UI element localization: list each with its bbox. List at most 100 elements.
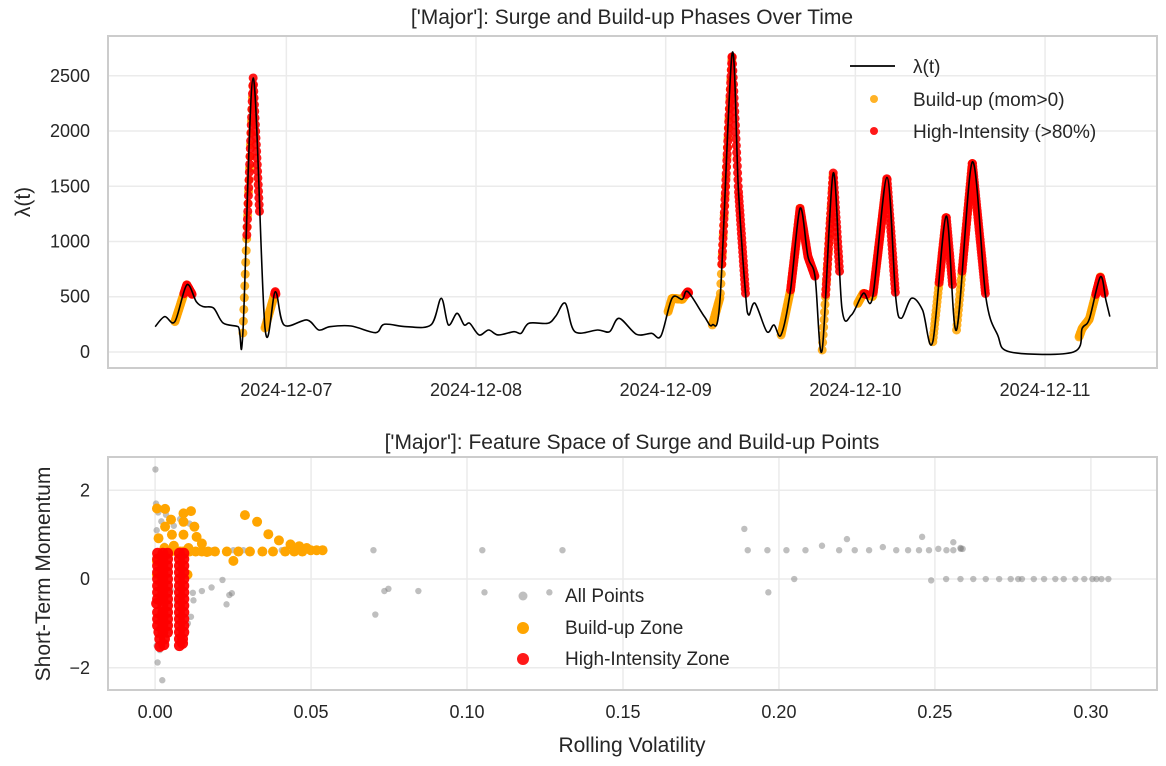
x-tick-label: 0.00 (138, 702, 173, 722)
y-tick-label: 500 (60, 287, 90, 307)
all-point (228, 590, 236, 597)
all-point (879, 543, 887, 551)
all-point (154, 659, 161, 666)
all-point (481, 589, 488, 596)
high-intensity-zone-point (158, 639, 170, 651)
all-point (741, 525, 748, 533)
buildup-zone-point (294, 541, 305, 552)
buildup-zone-point (166, 529, 177, 540)
legend-label-buildup: Build-up (mom>0) (913, 90, 1065, 111)
all-point (765, 589, 772, 596)
all-point (1007, 575, 1014, 583)
buildup-zone-point (196, 538, 207, 549)
top-plot-area (154, 51, 1111, 356)
all-point (1093, 575, 1100, 583)
legend-buildup-swatch (870, 95, 878, 103)
y-tick-label: 2500 (50, 66, 90, 86)
buildup-zone-point (273, 535, 284, 546)
high-intensity-point (243, 206, 253, 216)
all-point (835, 547, 843, 554)
buildup-zone-point (268, 546, 279, 557)
all-point (1052, 575, 1059, 583)
x-tick-label: 0.20 (761, 702, 796, 722)
buildup-zone-point (160, 521, 171, 532)
all-point (957, 575, 964, 583)
x-tick-label: 0.15 (605, 702, 640, 722)
buildup-zone-point (221, 546, 232, 557)
all-point (865, 547, 873, 554)
high-intensity-point (729, 93, 739, 103)
high-intensity-point (243, 191, 253, 201)
all-point (935, 545, 942, 553)
buildup-zone-point (153, 533, 164, 544)
y-tick-label: 1500 (50, 176, 90, 196)
all-point (152, 466, 159, 473)
all-point (370, 547, 377, 554)
high-intensity-point (730, 107, 740, 117)
all-point (219, 576, 226, 584)
high-intensity-point (730, 113, 740, 123)
high-intensity-point (252, 160, 262, 170)
all-point (893, 547, 900, 554)
buildup-zone-point (257, 546, 268, 557)
x-tick-label: 0.30 (1073, 702, 1108, 722)
all-point (843, 535, 851, 543)
buildup-zone-point (252, 516, 263, 527)
all-point (223, 601, 230, 608)
all-point (950, 547, 957, 554)
buildup-zone-point (233, 546, 244, 557)
top-y-axis-label: λ(t) (12, 187, 35, 217)
bottom-gridlines (108, 457, 1157, 690)
buildup-zone-point (151, 503, 162, 514)
all-point (995, 575, 1003, 583)
all-point (1072, 575, 1079, 583)
y-tick-label: 2 (80, 480, 90, 500)
bottom-x-axis-label: Rolling Volatility (558, 734, 706, 757)
buildup-zone-point (285, 539, 296, 550)
legend-all-points-swatch (518, 591, 528, 601)
all-point (791, 575, 798, 583)
x-tick-label: 2024-12-11 (1000, 380, 1091, 400)
high-intensity-point (250, 106, 260, 116)
buildup-zone-point (228, 555, 239, 566)
all-point (970, 575, 977, 583)
bottom-chart-title: ['Major']: Feature Space of Surge and Bu… (385, 431, 880, 454)
all-point (153, 527, 160, 534)
all-point (904, 547, 912, 554)
high-intensity-point (251, 126, 261, 136)
x-tick-label: 2024-12-10 (809, 380, 901, 400)
x-tick-label: 0.25 (917, 702, 952, 722)
top-gridlines (108, 36, 1157, 368)
y-tick-label: 0 (80, 569, 90, 589)
all-point (950, 539, 957, 546)
all-point (1030, 575, 1037, 583)
buildup-zone-point (244, 546, 255, 557)
all-point (198, 587, 206, 595)
all-point (744, 547, 751, 554)
all-point (942, 575, 950, 583)
buildup-zone-point (189, 521, 200, 532)
all-point (1081, 575, 1088, 583)
bottom-axes-frame (107, 456, 1158, 691)
high-intensity-point (251, 140, 261, 150)
high-intensity-point (245, 159, 255, 169)
high-intensity-point (250, 120, 260, 130)
all-point (415, 587, 422, 595)
buildup-zone-point (209, 546, 220, 557)
high-intensity-point (251, 133, 261, 143)
all-point (915, 547, 923, 554)
bottom-chart: 0.00 0.05 0.10 0.15 0.20 0.25 0.30 2 0 −2 ['Major… (32, 431, 1158, 757)
top-legend: λ(t) Build-up (mom>0) High-Intensity (>8… (850, 57, 1096, 143)
all-point (957, 544, 964, 552)
all-point (1018, 575, 1026, 583)
buildup-zone-point (191, 531, 202, 542)
all-point (479, 547, 486, 554)
top-chart-title: ['Major']: Surge and Build-up Phases Ove… (411, 6, 853, 29)
buildup-zone-point (301, 542, 312, 553)
legend-label-all-points: All Points (565, 586, 644, 607)
y-tick-label: 1000 (50, 231, 90, 251)
high-intensity-point (253, 166, 263, 176)
high-intensity-point (252, 153, 262, 163)
all-point (783, 547, 790, 554)
x-tick-label: 2024-12-08 (430, 380, 522, 400)
